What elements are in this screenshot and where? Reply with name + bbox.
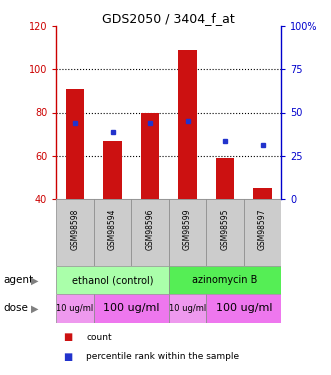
Bar xyxy=(141,112,160,199)
Text: ▶: ▶ xyxy=(31,303,39,313)
Bar xyxy=(169,199,206,266)
Bar xyxy=(169,266,281,294)
Text: 10 ug/ml: 10 ug/ml xyxy=(56,304,94,313)
Text: GSM98594: GSM98594 xyxy=(108,209,117,251)
Bar xyxy=(66,89,84,199)
Text: 100 ug/ml: 100 ug/ml xyxy=(215,303,272,313)
Text: GSM98596: GSM98596 xyxy=(146,209,155,251)
Text: GSM98598: GSM98598 xyxy=(71,209,79,250)
Text: percentile rank within the sample: percentile rank within the sample xyxy=(86,352,239,361)
Bar xyxy=(169,294,206,322)
Bar xyxy=(56,199,94,266)
Text: agent: agent xyxy=(3,275,33,285)
Bar xyxy=(56,266,169,294)
Text: ■: ■ xyxy=(63,352,72,362)
Bar xyxy=(94,199,131,266)
Title: GDS2050 / 3404_f_at: GDS2050 / 3404_f_at xyxy=(102,12,235,25)
Bar xyxy=(94,294,169,322)
Text: count: count xyxy=(86,333,112,342)
Text: GSM98595: GSM98595 xyxy=(220,209,230,251)
Text: 100 ug/ml: 100 ug/ml xyxy=(103,303,160,313)
Bar xyxy=(253,188,272,199)
Text: ethanol (control): ethanol (control) xyxy=(72,275,153,285)
Bar xyxy=(206,294,281,322)
Text: ▶: ▶ xyxy=(31,275,39,285)
Text: azinomycin B: azinomycin B xyxy=(192,275,258,285)
Text: GSM98597: GSM98597 xyxy=(258,209,267,251)
Bar xyxy=(131,199,169,266)
Text: ■: ■ xyxy=(63,332,72,342)
Bar xyxy=(103,141,122,199)
Text: 10 ug/ml: 10 ug/ml xyxy=(169,304,206,313)
Bar xyxy=(178,50,197,199)
Bar xyxy=(206,199,244,266)
Text: GSM98599: GSM98599 xyxy=(183,209,192,251)
Text: dose: dose xyxy=(3,303,28,313)
Bar xyxy=(56,294,94,322)
Bar xyxy=(244,199,281,266)
Bar xyxy=(216,158,234,199)
